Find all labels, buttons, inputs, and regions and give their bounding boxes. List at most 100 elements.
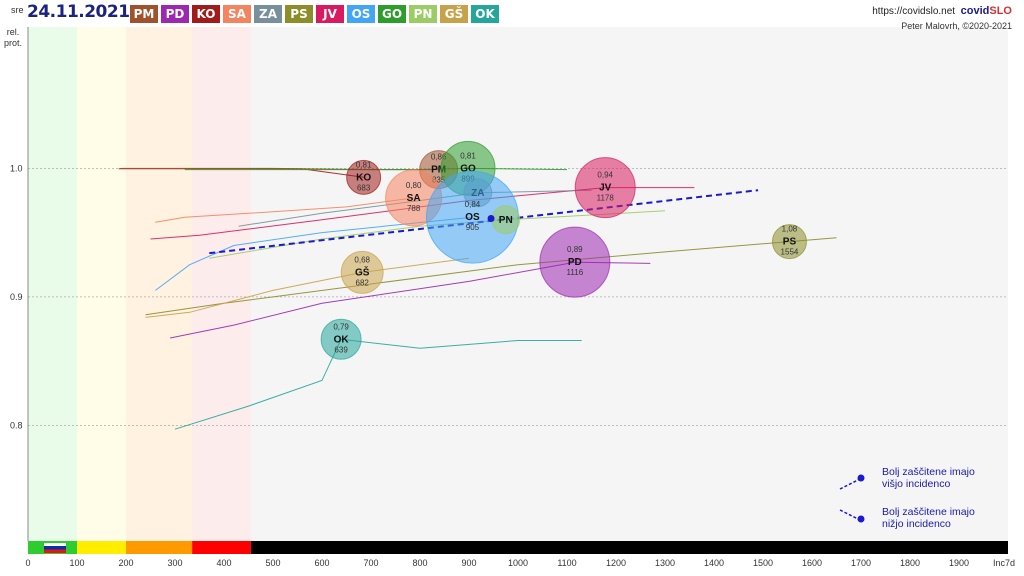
author-credit: Peter Malovrh, ©2020-2021 <box>901 21 1012 31</box>
x-tick-label: 200 <box>118 558 133 568</box>
x-tick-label: 1200 <box>606 558 626 568</box>
incidence-bar-2 <box>126 541 193 554</box>
x-tick-label: 500 <box>265 558 280 568</box>
bubble-code: PM <box>431 165 446 176</box>
bubble-count: 1116 <box>567 268 584 277</box>
x-tick-label: 1600 <box>802 558 822 568</box>
region-button-ok[interactable]: OK <box>471 5 499 23</box>
y-tick-label: 1.0 <box>10 163 23 173</box>
incidence-bar-3 <box>192 541 251 554</box>
x-tick-label: 1100 <box>557 558 576 568</box>
x-tick-label: 400 <box>216 558 231 568</box>
site-url[interactable]: https://covidslo.net <box>872 6 956 17</box>
bubble-code: GŠ <box>355 265 370 278</box>
bubble-code: PS <box>783 237 797 248</box>
x-tick-label: 1800 <box>900 558 920 568</box>
region-button-pd[interactable]: PD <box>161 5 189 23</box>
bubble-code: OS <box>465 212 480 223</box>
region-button-ko[interactable]: KO <box>192 5 220 23</box>
flag-white <box>44 543 66 546</box>
bubble-count: 788 <box>407 204 421 213</box>
x-tick-label: 1700 <box>851 558 871 568</box>
bubble-code: JV <box>599 183 612 194</box>
bubble-code: PN <box>499 215 513 226</box>
x-tick-label: 100 <box>69 558 84 568</box>
bubble-code: SA <box>407 193 421 204</box>
region-button-go[interactable]: GO <box>378 5 406 23</box>
region-button-os[interactable]: OS <box>347 5 375 23</box>
bubble-code: OK <box>334 334 350 345</box>
bubble-value: 0,81 <box>356 160 372 169</box>
bubble-code: PD <box>568 257 582 268</box>
trace-sa <box>155 197 414 223</box>
x-tick-label: 1300 <box>655 558 675 568</box>
x-tick-label: 1000 <box>508 558 528 568</box>
x-axis-end-label: Inc7d <box>993 558 1015 568</box>
date-label: 24.11.2021 <box>27 2 130 22</box>
bubble-ko <box>346 159 382 195</box>
x-tick-label: 900 <box>461 558 476 568</box>
incidence-band-2 <box>126 27 193 541</box>
bubble-jv <box>574 157 636 219</box>
bubble-value: 0,68 <box>354 255 370 264</box>
trace-gš <box>145 257 470 318</box>
region-button-gš[interactable]: GŠ <box>440 5 468 23</box>
incidence-bar-4 <box>250 541 1008 554</box>
bubble-value: 0,79 <box>333 322 349 331</box>
region-legend: PM PD KO SA ZA PS JV OS GO PN GŠ OK <box>130 5 499 23</box>
flag-red <box>44 549 66 553</box>
bubble-value: 0,84 <box>465 200 481 209</box>
trend-anchor-dot <box>487 214 495 222</box>
bubble-count: 1554 <box>781 248 799 257</box>
bubble-value: 0,94 <box>597 171 613 180</box>
incidence-band-0 <box>28 27 77 541</box>
bubble-code: KO <box>356 172 371 183</box>
bubble-ok <box>320 318 362 360</box>
y-axis-label: rel. prot. <box>4 27 23 48</box>
bubble-pd <box>539 226 611 298</box>
trend-line <box>209 189 759 255</box>
region-button-pn[interactable]: PN <box>409 5 437 23</box>
region-button-pm[interactable]: PM <box>130 5 158 23</box>
legend-higher-dot <box>857 474 865 482</box>
x-tick-label: 700 <box>363 558 378 568</box>
region-button-sa[interactable]: SA <box>223 5 251 23</box>
flag-blue <box>44 546 66 550</box>
bubble-value: 0,89 <box>567 245 583 254</box>
brand-logo: covidSLO <box>960 5 1012 17</box>
bubble-ps <box>771 224 807 260</box>
site-info: https://covidslo.net covidSLO <box>872 5 1012 17</box>
x-tick-label: 1900 <box>949 558 969 568</box>
x-tick-label: 1400 <box>704 558 724 568</box>
bubble-value: 1,08 <box>782 225 798 234</box>
bubble-count: 905 <box>466 223 480 232</box>
bubble-count: 683 <box>357 183 371 192</box>
bubble-count: 639 <box>334 345 348 354</box>
region-button-jv[interactable]: JV <box>316 5 344 23</box>
bubble-gš <box>340 250 384 294</box>
region-button-ps[interactable]: PS <box>285 5 313 23</box>
y-tick-label: 0.8 <box>10 420 23 430</box>
day-label: sre <box>11 5 24 15</box>
trace-os <box>155 216 473 291</box>
incidence-band-1 <box>77 27 126 541</box>
x-tick-label: 800 <box>412 558 427 568</box>
x-tick-label: 300 <box>167 558 182 568</box>
bubble-count: 1178 <box>597 194 615 203</box>
legend-lower-note: Bolj zaščitene imajo nižjo incidenco <box>882 506 975 530</box>
bubble-count: 682 <box>356 278 370 287</box>
bubble-value: 0,80 <box>406 181 422 190</box>
x-tick-label: 0 <box>25 558 30 568</box>
legend-higher-note: Bolj zaščitene imajo višjo incidenco <box>882 466 975 490</box>
region-button-za[interactable]: ZA <box>254 5 282 23</box>
x-tick-label: 600 <box>314 558 329 568</box>
legend-lower-dot <box>857 515 865 523</box>
bubble-value: 0,81 <box>460 151 476 160</box>
bubble-code: GO <box>460 163 476 174</box>
bubble-count: 835 <box>432 176 446 185</box>
incidence-band-3 <box>192 27 251 541</box>
y-tick-label: 0.9 <box>10 292 23 302</box>
x-tick-label: 1500 <box>753 558 773 568</box>
bubble-value: 0,86 <box>431 153 447 162</box>
